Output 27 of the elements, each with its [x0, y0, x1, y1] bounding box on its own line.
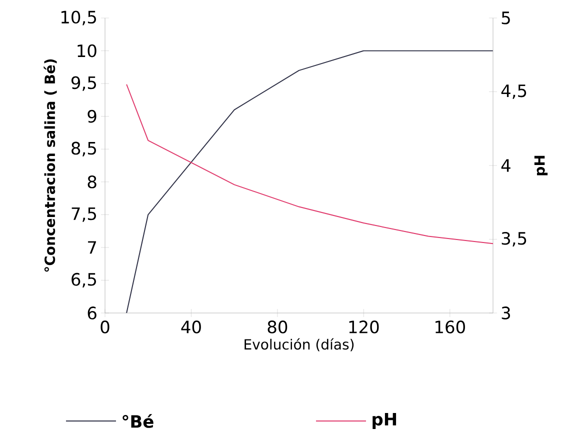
y2-tick-label: 5 — [502, 12, 510, 24]
x-axis-title: Evolución (días) — [244, 338, 354, 352]
y-tick-label: 8,5 — [72, 142, 96, 156]
y2-tick-label: 4 — [501, 159, 510, 172]
y-tick-label: 10 — [78, 44, 96, 58]
legend-label: pH — [372, 413, 396, 429]
line-series — [126, 50, 494, 313]
line-series — [126, 84, 494, 244]
y-tick-label: 9 — [88, 110, 96, 123]
y2-tick-label: 3,5 — [502, 232, 526, 247]
y-tick-label: 6,5 — [72, 272, 96, 288]
y-axis-title: °Concentracion salina ( Bé) — [44, 59, 57, 272]
legend-label: °Bé — [122, 414, 154, 428]
y2-tick-label: 3 — [502, 306, 510, 320]
x-tick-label: 40 — [181, 320, 201, 334]
y-tick-label: 6 — [88, 306, 96, 320]
x-tick-label: 160 — [436, 320, 465, 334]
y2-tick-label: 4,5 — [501, 84, 526, 99]
y2-axis-title: pH — [534, 156, 548, 176]
y-tick-label: 8 — [88, 175, 96, 188]
x-tick-label: 120 — [349, 320, 379, 334]
y-tick-label: 10,5 — [61, 10, 96, 26]
y-tick-label: 7,5 — [72, 207, 96, 222]
y-tick-label: 9,5 — [72, 76, 96, 91]
x-tick-label: 0 — [100, 320, 110, 334]
x-tick-label: 80 — [268, 320, 288, 334]
y-tick-label: 7 — [88, 241, 96, 254]
